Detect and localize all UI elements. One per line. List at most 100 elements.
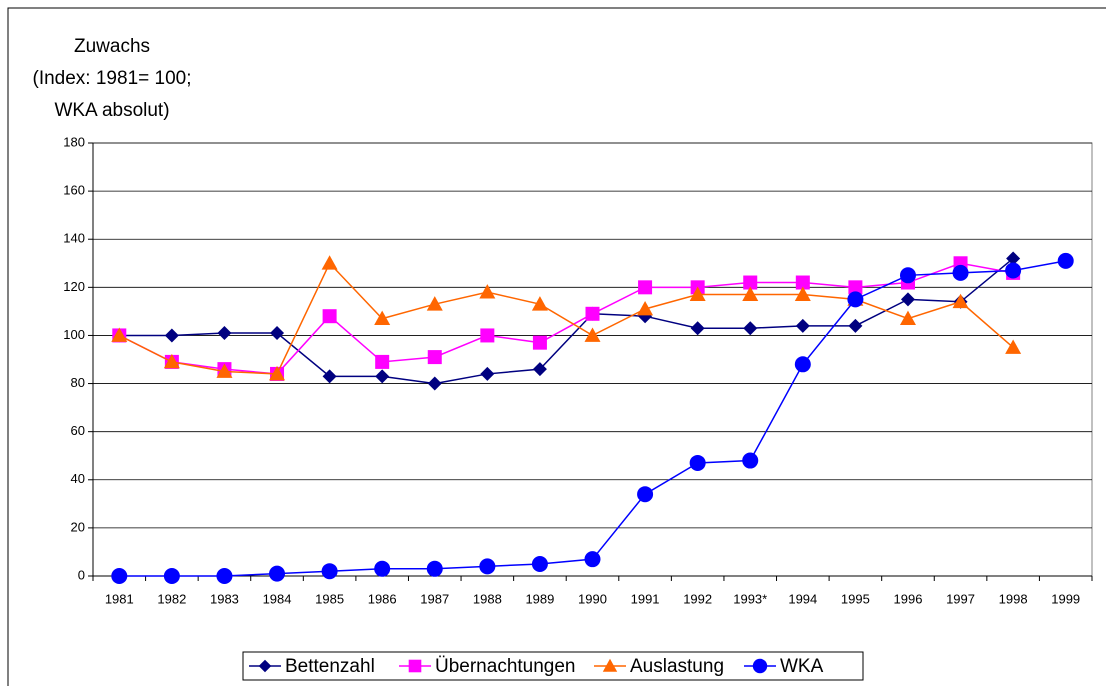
marker-triangle — [899, 310, 916, 326]
y-tick-label: 0 — [78, 567, 85, 582]
y-axis-label: WKA absolut) — [54, 100, 169, 121]
y-tick-label: 140 — [63, 231, 85, 246]
marker-triangle — [479, 284, 496, 299]
y-tick-label: 100 — [63, 327, 85, 342]
marker-diamond — [258, 659, 272, 673]
marker-diamond — [848, 318, 863, 333]
marker-square — [585, 306, 600, 321]
legend-label: WKA — [780, 656, 824, 677]
marker-circle — [321, 563, 338, 580]
legend-box — [242, 651, 864, 681]
marker-square — [795, 275, 810, 290]
x-tick-label: 1991 — [631, 591, 660, 606]
marker-triangle — [111, 327, 128, 342]
x-tick-label: 1998 — [999, 591, 1028, 606]
marker-square — [375, 354, 390, 369]
marker-diamond — [217, 326, 232, 341]
marker-diamond — [322, 369, 337, 384]
marker-square — [743, 275, 758, 290]
marker-diamond — [690, 321, 705, 336]
y-tick-label: 120 — [63, 279, 85, 294]
marker-triangle — [794, 286, 811, 301]
marker-circle — [952, 264, 969, 281]
marker-square — [532, 335, 547, 350]
marker-diamond — [1006, 251, 1021, 266]
x-tick-label: 1997 — [946, 591, 975, 606]
marker-triangle — [426, 296, 443, 311]
y-tick-label: 80 — [71, 375, 85, 390]
y-tick-label: 20 — [71, 519, 85, 534]
x-tick-label: 1992 — [683, 591, 712, 606]
x-tick-label: 1981 — [105, 591, 134, 606]
x-tick-label: 1985 — [315, 591, 344, 606]
y-tick-label: 180 — [63, 134, 85, 149]
marker-diamond — [164, 328, 179, 343]
marker-triangle — [602, 658, 618, 672]
marker-circle — [1005, 262, 1022, 279]
marker-circle — [742, 452, 759, 469]
marker-circle — [584, 551, 601, 568]
marker-circle — [374, 560, 391, 577]
x-tick-label: 1986 — [368, 591, 397, 606]
legend-label: Bettenzahl — [285, 656, 375, 677]
marker-triangle — [216, 363, 233, 378]
x-tick-label: 1990 — [578, 591, 607, 606]
x-tick-label: 1996 — [894, 591, 923, 606]
x-tick-label: 1989 — [525, 591, 554, 606]
marker-triangle — [1005, 339, 1022, 354]
marker-circle — [847, 291, 864, 308]
y-axis-label: Zuwachs — [74, 36, 150, 57]
x-tick-label: 1993* — [733, 591, 767, 606]
x-tick-label: 1988 — [473, 591, 502, 606]
marker-diamond — [480, 366, 495, 381]
marker-diamond — [795, 318, 810, 333]
marker-circle — [794, 356, 811, 373]
marker-circle — [899, 267, 916, 284]
marker-triangle — [584, 327, 601, 342]
marker-circle — [269, 565, 286, 582]
marker-triangle — [952, 293, 969, 309]
y-axis-label: (Index: 1981= 100; — [33, 68, 192, 89]
marker-square — [408, 659, 422, 673]
marker-circle — [637, 486, 654, 503]
marker-square — [322, 309, 337, 324]
marker-circle — [531, 555, 548, 572]
marker-circle — [216, 568, 233, 584]
marker-square — [848, 280, 863, 295]
y-tick-label: 40 — [71, 471, 85, 486]
x-tick-label: 1984 — [263, 591, 292, 606]
marker-diamond — [375, 369, 390, 384]
marker-triangle — [374, 310, 391, 326]
series-line — [118, 261, 1014, 375]
marker-triangle — [163, 353, 180, 369]
marker-triangle — [531, 296, 548, 311]
x-tick-label: 1983 — [210, 591, 239, 606]
marker-diamond — [532, 362, 547, 377]
series-line — [119, 257, 1014, 385]
legend-label: Auslastung — [630, 656, 724, 677]
marker-diamond — [900, 292, 915, 307]
marker-circle — [1057, 252, 1074, 269]
marker-square — [638, 280, 653, 295]
marker-circle — [479, 558, 496, 575]
marker-circle — [689, 454, 706, 471]
marker-square — [427, 350, 442, 365]
marker-triangle — [321, 255, 338, 270]
plot-area — [92, 142, 1093, 577]
marker-diamond — [743, 321, 758, 336]
marker-circle — [111, 568, 128, 584]
x-tick-label: 1994 — [788, 591, 817, 606]
x-tick-label: 1982 — [157, 591, 186, 606]
marker-circle — [163, 568, 180, 584]
y-tick-label: 60 — [71, 423, 85, 438]
marker-triangle — [637, 300, 654, 316]
x-tick-label: 1995 — [841, 591, 870, 606]
marker-diamond — [270, 326, 285, 341]
marker-circle — [426, 560, 443, 577]
marker-square — [480, 328, 495, 343]
marker-diamond — [427, 376, 442, 391]
marker-triangle — [269, 365, 286, 381]
marker-triangle — [742, 286, 759, 301]
marker-circle — [752, 658, 768, 674]
